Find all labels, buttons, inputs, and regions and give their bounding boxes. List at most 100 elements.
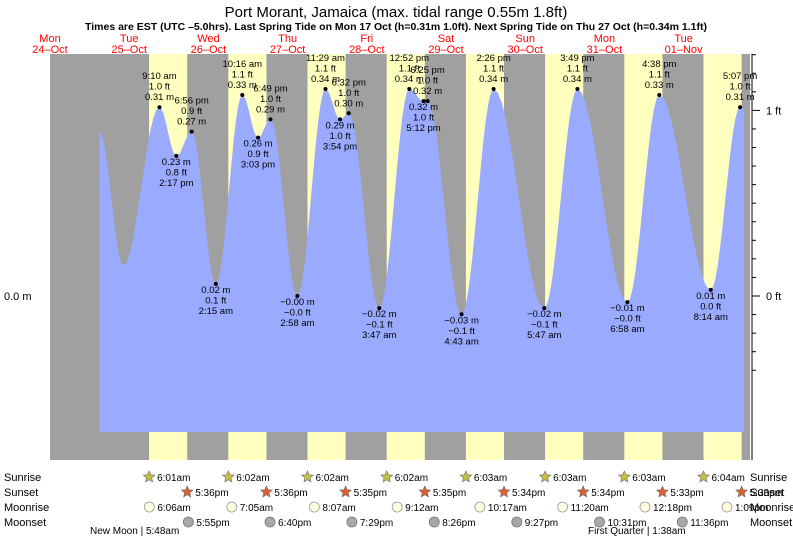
tide-label: 11:29 am — [306, 53, 345, 64]
tide-label: 6:56 pm — [175, 96, 209, 107]
tide-point — [657, 93, 662, 98]
moonset-icon — [511, 516, 523, 528]
tide-label: −0.02 m — [362, 309, 397, 320]
moonrise-icon — [308, 501, 320, 513]
sunset-time: 5:36pm — [274, 488, 307, 499]
day-name: Fri — [360, 33, 373, 45]
tide-label: 1.0 ft — [413, 113, 434, 124]
tide-label: 1.0 ft — [149, 82, 170, 93]
moon-phase-new: New Moon | 5:48am — [90, 526, 179, 537]
sunrise-time: 6:02am — [315, 473, 348, 484]
tide-label: 0.31 m — [145, 92, 174, 103]
tide-label: 10:16 am — [222, 59, 262, 70]
sunset-icon — [576, 485, 590, 498]
sunset-time: 5:34pm — [512, 488, 545, 499]
tide-label: 0.32 m — [413, 86, 442, 97]
tide-label: 6:32 pm — [332, 77, 366, 88]
tide-point — [213, 281, 218, 286]
tide-label: 0.32 m — [409, 102, 438, 113]
tide-label: 2:17 pm — [159, 178, 193, 189]
moonrise-time: 11:20am — [571, 503, 609, 514]
tide-point — [157, 105, 162, 110]
tide-label: 0.34 m — [311, 74, 340, 85]
sunrise-icon — [459, 470, 473, 483]
sun-moon-table: Sunrise Sunrise Sunset Sunset Moonrise Moonri… — [4, 470, 793, 537]
tide-label: 3:03 pm — [241, 160, 275, 171]
tide-label: −0.0 ft — [284, 308, 311, 319]
tide-label: 3:54 pm — [323, 141, 357, 152]
tide-point — [421, 99, 426, 104]
tide-label: 5:07 pm — [723, 71, 757, 82]
row-label-right: Sunrise — [750, 472, 787, 484]
day-date: 27–Oct — [270, 44, 305, 56]
tide-label: −0.00 m — [280, 297, 315, 308]
tide-label: 1.0 ft — [260, 94, 281, 105]
tide-point — [425, 99, 430, 104]
moonset-time: 8:26pm — [442, 518, 475, 529]
moonset-time: 10:31pm — [608, 518, 647, 529]
tide-label: 0.34 m — [479, 74, 508, 85]
tide-label: 0.8 ft — [166, 167, 187, 178]
sunrise-icon — [142, 470, 156, 483]
tide-label: 0.29 m — [256, 104, 285, 115]
tide-label: 0.31 m — [726, 92, 755, 103]
moonset-icon — [346, 516, 358, 528]
tide-label: 3:47 am — [362, 330, 396, 341]
sunrise-icon — [697, 470, 710, 483]
sunset-icon — [735, 485, 749, 498]
tide-label: 0.34 m — [563, 74, 592, 85]
tide-label: 3:49 pm — [560, 53, 594, 64]
tide-curve — [99, 88, 745, 433]
tide-label: 6:25 pm — [410, 65, 444, 76]
row-label-left: Moonrise — [4, 502, 49, 514]
sunset-time: 5:34pm — [591, 488, 624, 499]
tide-point — [738, 105, 743, 110]
tide-point — [377, 306, 382, 311]
tide-label: 1.1 ft — [567, 63, 588, 74]
moonrise-icon — [721, 501, 733, 513]
row-label-right: Moonrise — [750, 502, 793, 514]
tide-point — [338, 117, 343, 122]
sunrise-time: 6:02am — [395, 473, 428, 484]
moonset-icon — [264, 516, 276, 528]
day-date: 26–Oct — [191, 44, 226, 56]
moonrise-icon — [391, 501, 403, 513]
sunset-time: 5:35pm — [433, 488, 466, 499]
tide-label: 0.26 m — [244, 139, 273, 150]
tide-label: 2:26 pm — [476, 53, 510, 64]
day-name: Mon — [39, 33, 60, 45]
day-date: 28–Oct — [349, 44, 384, 56]
tide-label: 8:14 am — [694, 312, 728, 323]
sunrise-icon — [301, 470, 314, 483]
sunrise-time: 6:01am — [157, 473, 190, 484]
moonrise-icon — [143, 501, 155, 513]
moonset-time: 6:40pm — [278, 518, 311, 529]
tide-label: 1.0 ft — [730, 82, 751, 93]
tide-point — [491, 86, 496, 91]
tide-label: 0.27 m — [177, 117, 206, 128]
tide-label: 4:43 am — [444, 336, 478, 347]
tide-label: 0.0 ft — [700, 301, 721, 312]
tide-label: −0.1 ft — [366, 320, 393, 331]
sunrise-time: 6:03am — [553, 473, 586, 484]
day-name: Sun — [515, 33, 535, 45]
day-date: 30–Oct — [507, 44, 542, 56]
tide-label: 0.34 m — [395, 74, 424, 85]
tide-label: 0.30 m — [334, 98, 363, 109]
moonrise-time: 12:18pm — [653, 503, 692, 514]
sunset-icon — [339, 485, 353, 498]
moonset-time: 11:36pm — [690, 518, 728, 529]
tide-label: 9:10 am — [142, 71, 176, 82]
row-label-right: Moonset — [750, 517, 792, 529]
sunset-icon — [418, 485, 432, 498]
tide-label: 2:15 am — [199, 306, 233, 317]
moonset-time: 5:55pm — [196, 518, 229, 529]
moonrise-icon — [226, 501, 238, 513]
tide-label: 4:38 pm — [642, 59, 676, 70]
tide-label: 0.1 ft — [205, 295, 226, 306]
tide-label: −0.01 m — [610, 303, 645, 314]
sunrise-icon — [221, 470, 235, 483]
sunrise-time: 6:03am — [632, 473, 665, 484]
tide-point — [407, 86, 412, 91]
tide-label: 2:58 am — [280, 318, 314, 329]
